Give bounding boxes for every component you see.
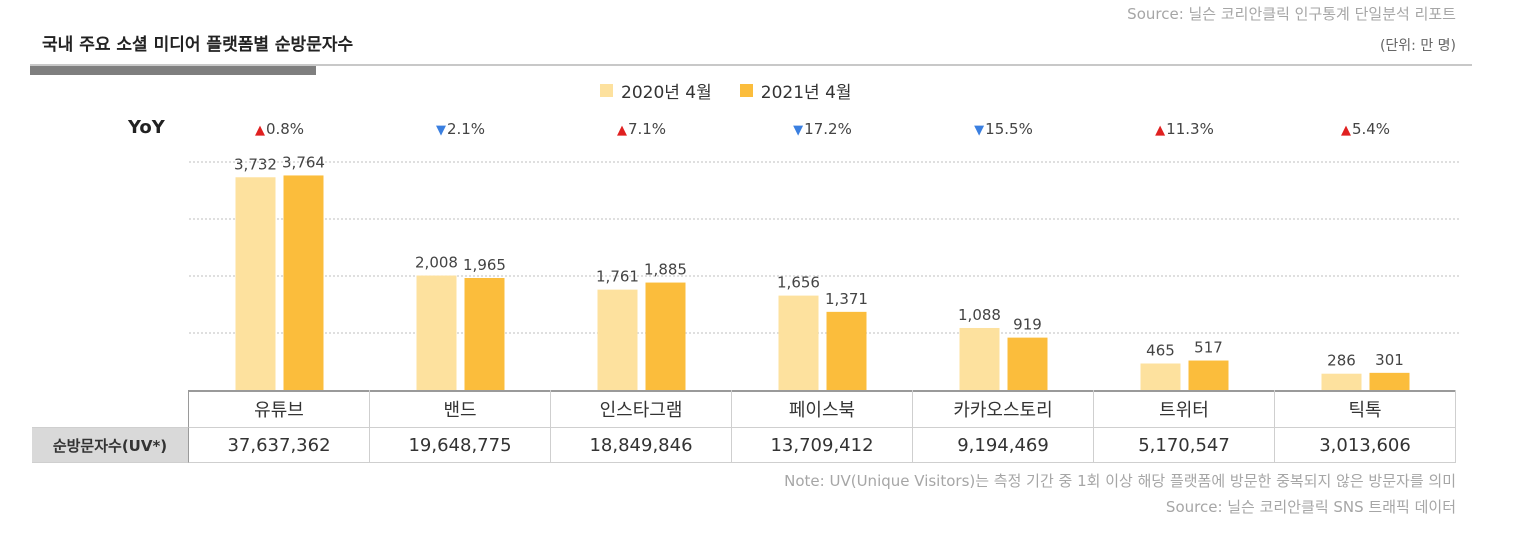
chart-title: 국내 주요 소셜 미디어 플랫폼별 순방문자수 bbox=[42, 35, 354, 55]
table-uv-row: 순방문자수(UV*) 37,637,362 19,648,775 18,849,84… bbox=[32, 428, 1456, 463]
unit-label: (단위: 만 명) bbox=[1379, 38, 1456, 54]
data-table: 유튜브 밴드 인스타그램 페이스북 카카오스토리 트위터 틱톡 순방문자수(UV*) 37,… bbox=[32, 390, 1456, 463]
yoy-value-1: ▼2.1% bbox=[370, 120, 551, 138]
uv-value-cell-0: 37,637,362 bbox=[189, 428, 370, 463]
yoy-percent: 7.1% bbox=[627, 120, 667, 138]
table-header-cell-3: 페이스북 bbox=[732, 390, 913, 428]
up-triangle-icon: ▲ bbox=[616, 123, 627, 138]
bar-2021-0 bbox=[283, 175, 324, 390]
legend-swatch-2021 bbox=[739, 84, 753, 97]
bar-2021-2 bbox=[645, 282, 686, 390]
down-triangle-icon: ▼ bbox=[974, 123, 985, 138]
bar-2020-3 bbox=[778, 295, 819, 390]
down-triangle-icon: ▼ bbox=[793, 123, 804, 138]
yoy-value-6: ▲5.4% bbox=[1275, 120, 1456, 138]
table-header-cell-0: 유튜브 bbox=[189, 390, 370, 428]
yoy-value-5: ▲11.3% bbox=[1094, 120, 1275, 138]
uv-value-cell-5: 5,170,547 bbox=[1094, 428, 1275, 463]
table-header-cell-2: 인스타그램 bbox=[551, 390, 732, 428]
yoy-percent: 17.2% bbox=[804, 120, 852, 138]
legend-item-2020: 2020년 4월 bbox=[600, 78, 712, 103]
table-header-cell-6: 틱톡 bbox=[1275, 390, 1456, 428]
data-label-2020-0: 3,732 bbox=[234, 155, 277, 173]
data-label-2021-4: 919 bbox=[1013, 316, 1042, 334]
data-label-2020-4: 1,088 bbox=[958, 306, 1001, 324]
bar-2020-1 bbox=[416, 275, 457, 390]
source-top: Source: 닐슨 코리안클릭 인구통계 단일분석 리포트 bbox=[1127, 5, 1456, 23]
down-triangle-icon: ▼ bbox=[435, 123, 446, 138]
yoy-value-4: ▼15.5% bbox=[913, 120, 1094, 138]
yoy-value-0: ▲0.8% bbox=[189, 120, 370, 138]
yoy-value-2: ▲7.1% bbox=[551, 120, 732, 138]
data-label-2021-2: 1,885 bbox=[644, 261, 687, 279]
data-label-2021-1: 1,965 bbox=[463, 256, 506, 274]
uv-value-cell-2: 18,849,846 bbox=[551, 428, 732, 463]
bar-2021-1 bbox=[464, 277, 505, 390]
yoy-percent: 0.8% bbox=[265, 120, 305, 138]
data-label-2021-6: 301 bbox=[1375, 351, 1404, 369]
table-header-cell-4: 카카오스토리 bbox=[913, 390, 1094, 428]
table-top-line bbox=[189, 390, 1456, 392]
title-rule bbox=[30, 64, 1472, 66]
bar-2020-0 bbox=[235, 177, 276, 390]
bar-2021-6 bbox=[1369, 372, 1410, 390]
bar-chart: 3,732 3,764 2,008 1,965 1,761 1,885 1,656 1,371… bbox=[189, 153, 1460, 390]
legend-swatch-2020 bbox=[600, 84, 613, 97]
uv-row-label: 순방문자수(UV*) bbox=[32, 428, 189, 463]
yoy-percent: 15.5% bbox=[985, 120, 1033, 138]
up-triangle-icon: ▲ bbox=[1155, 123, 1166, 138]
data-label-2020-3: 1,656 bbox=[777, 274, 820, 292]
bar-2020-6 bbox=[1321, 373, 1362, 390]
table-header-row: 유튜브 밴드 인스타그램 페이스북 카카오스토리 트위터 틱톡 bbox=[32, 390, 1456, 428]
data-label-2021-3: 1,371 bbox=[825, 290, 868, 308]
uv-value-cell-3: 13,709,412 bbox=[732, 428, 913, 463]
table-header-cell-1: 밴드 bbox=[370, 390, 551, 428]
up-triangle-icon: ▲ bbox=[254, 123, 265, 138]
footnote: Note: UV(Unique Visitors)는 측정 기간 중 1회 이상… bbox=[784, 472, 1456, 490]
legend: 2020년 4월 2021년 4월 bbox=[600, 78, 852, 103]
data-label-2020-2: 1,761 bbox=[596, 268, 639, 286]
legend-label-2020: 2020년 4월 bbox=[621, 83, 712, 103]
uv-value-cell-6: 3,013,606 bbox=[1275, 428, 1456, 463]
uv-value-cell-4: 9,194,469 bbox=[913, 428, 1094, 463]
up-triangle-icon: ▲ bbox=[1340, 123, 1351, 138]
bar-2020-5 bbox=[1140, 363, 1181, 390]
yoy-percent: 11.3% bbox=[1166, 120, 1214, 138]
data-label-2021-0: 3,764 bbox=[282, 153, 325, 171]
title-accent-bar bbox=[30, 66, 316, 75]
yoy-label: YoY bbox=[128, 117, 165, 138]
table-header-cell-5: 트위터 bbox=[1094, 390, 1275, 428]
yoy-percent: 2.1% bbox=[446, 120, 486, 138]
table-corner bbox=[32, 390, 189, 428]
data-label-2021-5: 517 bbox=[1194, 339, 1223, 357]
legend-item-2021: 2021년 4월 bbox=[739, 78, 852, 103]
bar-2021-5 bbox=[1188, 360, 1229, 390]
legend-label-2021: 2021년 4월 bbox=[760, 83, 852, 103]
bar-2020-2 bbox=[597, 289, 638, 390]
data-label-2020-5: 465 bbox=[1146, 341, 1175, 359]
bar-2020-4 bbox=[959, 327, 1000, 390]
yoy-percent: 5.4% bbox=[1351, 120, 1391, 138]
bar-2021-4 bbox=[1007, 337, 1048, 390]
uv-value-cell-1: 19,648,775 bbox=[370, 428, 551, 463]
data-label-2020-6: 286 bbox=[1327, 352, 1356, 370]
data-label-2020-1: 2,008 bbox=[415, 254, 458, 272]
source-bottom: Source: 닐슨 코리안클릭 SNS 트래픽 데이터 bbox=[1165, 498, 1456, 516]
bar-2021-3 bbox=[826, 311, 867, 390]
yoy-value-3: ▼17.2% bbox=[732, 120, 913, 138]
